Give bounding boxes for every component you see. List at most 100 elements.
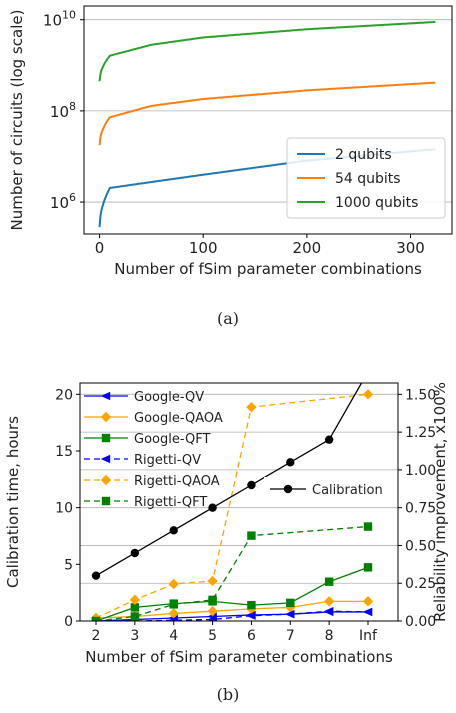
calibration-point (324, 435, 334, 444)
caption-a: (a) (217, 309, 239, 328)
calibration-line (95, 383, 363, 577)
legend-label: Google-QV (134, 390, 204, 405)
data-point (207, 615, 217, 621)
legend-marker (283, 484, 293, 494)
legend-label: Google-QFT (134, 432, 210, 447)
data-point (130, 612, 140, 621)
data-point (285, 602, 296, 613)
legend-label: 1000 qubits (335, 195, 418, 211)
data-point (247, 600, 256, 610)
x-tick-label: 3 (130, 628, 139, 644)
left-tick-label: 5 (64, 557, 73, 573)
series-line (98, 21, 436, 82)
data-point (168, 608, 179, 619)
caption-b: (b) (217, 685, 240, 704)
data-point (207, 605, 218, 617)
data-point (246, 611, 256, 620)
legend-marker (101, 433, 111, 443)
data-point (91, 616, 101, 621)
series-line (95, 525, 369, 621)
x-tick-label: 0 (95, 239, 105, 257)
right-tick-label: 0.25 (405, 576, 436, 592)
data-point (247, 531, 256, 540)
series-line (95, 611, 368, 621)
data-point (363, 522, 373, 531)
series-line (95, 600, 368, 619)
data-point (324, 577, 334, 586)
x-tick-label: 6 (247, 628, 256, 644)
calibration-point (208, 503, 217, 512)
right-tick-label: 1.00 (405, 463, 436, 479)
data-point (363, 563, 373, 572)
data-point (169, 600, 178, 609)
data-point (168, 616, 178, 621)
right-tick-label: 0.50 (405, 538, 436, 554)
legend-label: Google-QAOA (134, 411, 223, 426)
y-axis-label: Number of circuits (log scale) (8, 10, 26, 231)
data-point (362, 596, 374, 607)
data-point (285, 610, 295, 619)
x-tick-label: 4 (169, 628, 178, 644)
data-point (323, 606, 334, 616)
x-tick-label: 8 (325, 628, 334, 644)
legend-marker (100, 454, 111, 464)
right-tick-label: 1.50 (405, 387, 436, 403)
calibration-point (247, 480, 256, 490)
y-axis-label-left: Calibration time, hours (4, 416, 22, 588)
right-tick-label: 1.25 (405, 425, 436, 441)
legend-marker (100, 391, 111, 401)
x-tick-label: 2 (92, 628, 101, 644)
legend-right: Calibration (264, 477, 392, 501)
legend-label: 2 qubits (335, 147, 392, 163)
data-point (129, 594, 141, 606)
x-tick-label: 300 (396, 239, 425, 257)
legend-label: Calibration (312, 483, 383, 498)
left-tick-label: 0 (64, 614, 73, 630)
left-tick-label: 10 (55, 501, 73, 517)
y-axis-label-right: Reliability improvement, x100% (431, 382, 449, 622)
right-tick-label: 0.00 (405, 614, 436, 630)
x-tick-label: Inf (359, 628, 378, 644)
x-tick-label: 100 (189, 239, 218, 257)
series-line (95, 566, 369, 621)
y-tick-label: 1010 (43, 9, 76, 30)
legend-marker (100, 411, 112, 423)
legend-label: Rigetti-QV (134, 453, 201, 468)
legend-marker (101, 496, 111, 506)
chart-a: 106 108 1010 0 100 200 300 2 qubits 54 qubits 100… (8, 5, 453, 278)
plot-frame (79, 382, 399, 622)
y-tick-label: 108 (50, 100, 76, 121)
series-line (98, 81, 436, 146)
calibration-point (169, 526, 178, 535)
series-line (95, 393, 369, 619)
legend-marker (100, 474, 112, 486)
data-point (362, 607, 373, 617)
calibration-point (91, 571, 101, 580)
chart-b: 0.00 0.25 0.50 0.75 1.00 1.25 1.50 0 5 10 15 20 2 3 4 5… (4, 382, 449, 666)
legend-label: Rigetti-QFT (134, 495, 207, 510)
x-axis-label: Number of fSim parameter combinations (85, 648, 393, 666)
data-point (362, 389, 374, 400)
x-axis-label: Number of fSim parameter combinations (114, 260, 422, 278)
data-point (207, 575, 218, 587)
left-tick-label: 20 (55, 387, 73, 403)
data-point (323, 596, 335, 607)
y-tick-label: 106 (50, 191, 76, 212)
left-tick-label: 15 (55, 444, 73, 460)
calibration-point (286, 458, 295, 467)
legend-box (286, 137, 446, 219)
calibration-point (130, 548, 140, 558)
x-tick-label: 5 (208, 628, 217, 644)
right-tick-label: 0.75 (405, 501, 436, 517)
data-point (286, 598, 295, 608)
data-point (130, 603, 140, 612)
plot-frame (83, 5, 453, 235)
data-point (246, 401, 257, 413)
x-tick-label: 7 (286, 628, 295, 644)
legend-label: Rigetti-QAOA (134, 474, 220, 489)
legend-label: 54 qubits (335, 171, 401, 187)
data-point (168, 578, 179, 590)
data-point (208, 595, 217, 605)
legend-left: Google-QV Google-QAOA Google-QFT Rigetti-QV… (84, 390, 223, 510)
